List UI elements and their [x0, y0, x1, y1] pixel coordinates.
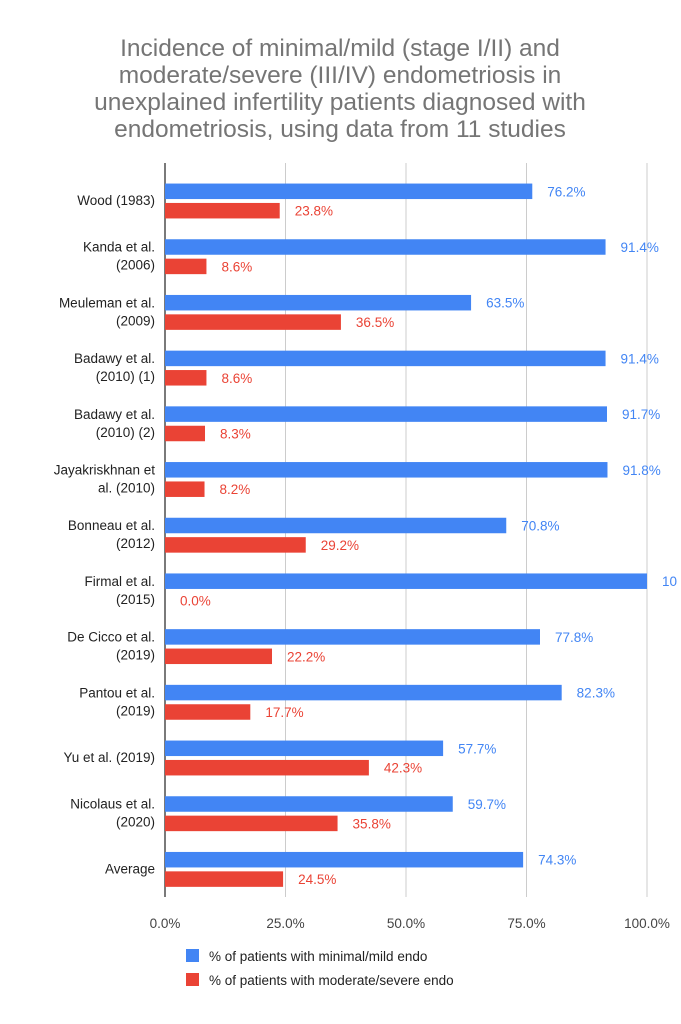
category-label: Kanda et al. [83, 240, 155, 255]
category-label: (2019) [116, 648, 155, 663]
category-label: (2009) [116, 313, 155, 328]
bar-moderate-severe [165, 481, 205, 497]
x-tick-label: 50.0% [387, 916, 425, 931]
bar-moderate-severe [165, 648, 273, 665]
data-label: 91.4% [621, 351, 659, 366]
data-label: 22.2% [287, 649, 325, 664]
bar-minimal-mild [165, 629, 540, 645]
data-label: 17.7% [265, 705, 303, 720]
bar-moderate-severe [165, 871, 284, 887]
x-tick-label: 100.0% [624, 916, 670, 931]
data-label: 76.2% [547, 184, 585, 199]
category-label: Yu et al. (2019) [63, 750, 155, 765]
category-label: al. (2010) [98, 481, 155, 496]
bar-moderate-severe [165, 370, 207, 386]
category-label: (2015) [116, 592, 155, 607]
category-label: (2006) [116, 258, 155, 273]
category-label: Jayakriskhnan et [54, 463, 156, 478]
data-label: 57.7% [458, 741, 496, 756]
bar-minimal-mild [165, 517, 507, 534]
chart-title-line: unexplained infertility patients diagnos… [94, 89, 586, 116]
x-axis-tick-labels: 0.0% 25.0% 50.0% 75.0% 100.0% [150, 916, 670, 931]
data-label: 36.5% [356, 315, 394, 330]
category-label: (2019) [116, 703, 155, 718]
category-label: (2010) (1) [96, 369, 155, 384]
category-label: Meuleman et al. [59, 295, 155, 310]
chart-title: Incidence of minimal/mild (stage I/II) a… [94, 35, 586, 143]
data-label: 77.8% [555, 630, 593, 645]
data-label: 82.3% [577, 686, 615, 701]
category-label: Badawy et al. [74, 351, 155, 366]
category-label: Average [105, 861, 155, 876]
data-label: 8.2% [220, 482, 251, 497]
bar-moderate-severe [165, 759, 369, 776]
data-labels: 76.2% 91.4% 63.5% 91.4% 91.7% 91.8% 70.8% 10 77.… [180, 184, 677, 887]
bar-minimal-mild [165, 183, 533, 200]
bar-minimal-mild [165, 406, 607, 422]
bar-minimal-mild [165, 796, 453, 812]
x-tick-label: 0.0% [150, 916, 181, 931]
bar-moderate-severe [165, 704, 251, 720]
data-label: 8.6% [221, 371, 252, 386]
x-tick-label: 25.0% [266, 916, 304, 931]
legend: % of patients with minimal/mild endo % of… [186, 949, 454, 988]
data-label: 63.5% [486, 296, 524, 311]
bar-moderate-severe [165, 425, 206, 442]
data-label: 0.0% [180, 594, 211, 609]
data-label: 8.6% [221, 259, 252, 274]
x-tick-label: 75.0% [507, 916, 545, 931]
bar-minimal-mild [165, 294, 472, 311]
category-label: Wood (1983) [77, 193, 155, 208]
category-label: Bonneau et al. [68, 518, 155, 533]
data-label: 8.3% [220, 427, 251, 442]
legend-swatch-minimal-mild [186, 949, 199, 962]
legend-label: % of patients with moderate/severe endo [209, 973, 454, 988]
data-label: 23.8% [295, 204, 333, 219]
category-label: (2012) [116, 536, 155, 551]
category-label: Firmal et al. [84, 574, 155, 589]
data-label: 35.8% [353, 816, 391, 831]
data-label: 24.5% [298, 872, 336, 887]
data-label: 10 [662, 574, 677, 589]
data-label: 70.8% [521, 519, 559, 534]
legend-label: % of patients with minimal/mild endo [209, 949, 427, 964]
bar-minimal-mild [165, 740, 444, 757]
category-label: Pantou et al. [79, 685, 155, 700]
bar-moderate-severe [165, 258, 207, 275]
data-label: 59.7% [468, 797, 506, 812]
data-label: 42.3% [384, 761, 422, 776]
chart-title-line: moderate/severe (III/IV) endometriosis i… [119, 62, 562, 89]
bar-minimal-mild [165, 462, 608, 478]
bar-minimal-mild [165, 239, 606, 255]
bar-moderate-severe [165, 314, 341, 330]
bar-minimal-mild [165, 684, 562, 701]
category-label: Badawy et al. [74, 407, 155, 422]
legend-swatch-moderate-severe [186, 973, 199, 986]
data-label: 91.8% [622, 463, 660, 478]
data-label: 91.7% [622, 407, 660, 422]
bar-moderate-severe [165, 537, 306, 553]
chart-title-line: endometriosis, using data from 11 studie… [114, 116, 566, 143]
data-label: 91.4% [621, 240, 659, 255]
bar-minimal-mild [165, 851, 524, 868]
bar-minimal-mild [165, 573, 647, 589]
chart-title-line: Incidence of minimal/mild (stage I/II) a… [120, 35, 560, 62]
category-label: De Cicco et al. [67, 630, 155, 645]
category-label: (2010) (2) [96, 425, 155, 440]
category-labels: Wood (1983) Kanda et al. (2006) Meuleman et… [54, 193, 156, 876]
bar-minimal-mild [165, 350, 606, 367]
bar-moderate-severe [165, 815, 338, 832]
category-label: (2020) [116, 815, 155, 830]
data-label: 74.3% [538, 853, 576, 868]
bar-moderate-severe [165, 202, 280, 219]
category-label: Nicolaus et al. [70, 797, 155, 812]
data-label: 29.2% [321, 538, 359, 553]
bars [165, 183, 647, 887]
